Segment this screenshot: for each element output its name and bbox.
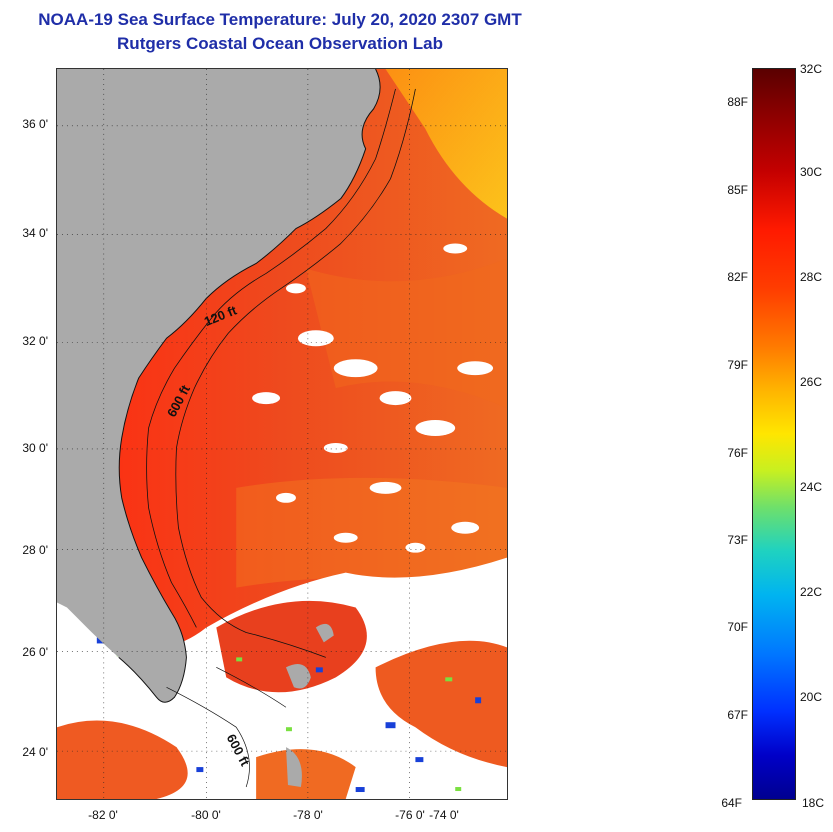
lon-label-78: -78 0'	[293, 808, 323, 822]
contour-120ft	[146, 88, 396, 628]
lat-label-30: 30 0'	[22, 441, 48, 455]
colorbar-c-22: 22C	[800, 585, 823, 599]
colorbar-f-73: 73F	[727, 533, 748, 547]
lat-label-24: 24 0'	[22, 745, 48, 759]
colorbar-f-85: 85F	[727, 183, 748, 197]
colorbar-c-24: 24C	[800, 480, 823, 494]
map-grid	[57, 69, 507, 799]
temperature-colorbar	[752, 68, 796, 800]
contour-600ft	[175, 88, 416, 658]
sst-map: 120 ft 600 ft 600 ft	[56, 68, 508, 800]
lon-label-76: -76 0'	[395, 808, 425, 822]
cloud-patches	[252, 243, 494, 553]
colorbar-f-82: 82F	[727, 270, 748, 284]
colorbar-f-76: 76F	[727, 446, 748, 460]
bahamas-land	[285, 664, 311, 689]
colorbar-f-67: 67F	[727, 708, 748, 722]
land-mass	[57, 69, 381, 703]
colorbar-c-32: 32C	[800, 62, 823, 76]
warm-patch-south-4	[256, 749, 356, 799]
lat-label-32: 32 0'	[22, 334, 48, 348]
cool-water-region	[385, 69, 507, 219]
title-line-1: NOAA-19 Sea Surface Temperature: July 20…	[38, 10, 522, 29]
bahamas-land-3	[285, 747, 302, 788]
lat-label-28: 28 0'	[22, 543, 48, 557]
lat-label-36: 36 0'	[22, 117, 48, 131]
colorbar-c-26: 26C	[800, 375, 823, 389]
contour-south	[166, 667, 287, 788]
colorbar-f-70: 70F	[727, 620, 748, 634]
colorbar-c-28: 28C	[800, 270, 823, 284]
lon-label-74: -74 0'	[429, 808, 459, 822]
colorbar-f-64: 64F	[721, 796, 742, 810]
colorbar-c-18: 18C	[802, 796, 825, 810]
warm-patch-south-2	[375, 640, 507, 768]
coastline	[118, 69, 381, 703]
colorbar-f-88: 88F	[727, 95, 748, 109]
colorbar-c-30: 30C	[800, 165, 823, 179]
cool-water-region-3	[236, 477, 507, 588]
colorbar-c-20: 20C	[800, 690, 823, 704]
lat-label-34: 34 0'	[22, 226, 48, 240]
lon-label-82: -82 0'	[88, 808, 118, 822]
warm-patch-south-3	[57, 720, 188, 799]
colorbar-f-79: 79F	[727, 358, 748, 372]
lat-label-26: 26 0'	[22, 645, 48, 659]
sst-map-canvas: 120 ft 600 ft 600 ft	[57, 69, 507, 799]
map-title: NOAA-19 Sea Surface Temperature: July 20…	[0, 8, 560, 56]
lon-label-80: -80 0'	[191, 808, 221, 822]
bahamas-land-2	[315, 623, 334, 643]
warm-patch-south-1	[216, 600, 367, 693]
title-line-2: Rutgers Coastal Ocean Observation Lab	[117, 34, 443, 53]
